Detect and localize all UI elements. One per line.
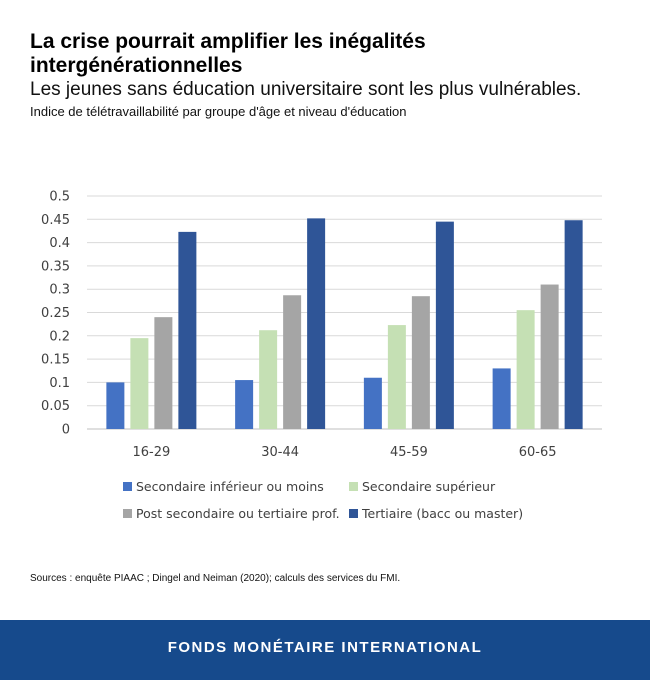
chart-title: La crise pourrait amplifier les inégalit… [30, 30, 426, 77]
x-tick-label: 60-65 [519, 445, 557, 460]
legend-swatch [123, 509, 132, 518]
y-tick-label: 0.2 [49, 329, 70, 344]
source-note: Sources : enquête PIAAC ; Dingel and Nei… [30, 573, 401, 584]
legend-label: Secondaire inférieur ou moins [136, 479, 324, 494]
bar [307, 218, 326, 429]
bar [435, 221, 454, 429]
legend-label: Secondaire supérieur [362, 479, 496, 494]
bar [106, 382, 125, 429]
y-tick-label: 0 [62, 423, 70, 438]
chart-caption: Indice de télétravaillabilité par groupe… [30, 104, 407, 119]
legend-swatch [123, 482, 132, 491]
bar [235, 380, 254, 429]
bar [130, 338, 149, 429]
y-tick-label: 0.45 [41, 213, 70, 228]
footer-bar: FONDS MONÉTAIRE INTERNATIONAL [0, 620, 650, 680]
legend-label: Post secondaire ou tertiaire prof. [136, 506, 340, 521]
y-tick-label: 0.5 [49, 190, 70, 205]
bar [411, 296, 430, 429]
bar [363, 377, 382, 429]
x-axis-ticks: 16-29 30-44 45-59 60-65 [132, 445, 556, 460]
bar [564, 220, 583, 429]
bar [154, 317, 173, 429]
x-tick-label: 30-44 [261, 445, 299, 460]
bars [106, 218, 583, 429]
bar-chart: 0 0.05 0.1 0.15 0.2 0.25 0.3 0.35 0.4 0.45 0.5 16-… [41, 190, 602, 521]
bar [283, 295, 302, 429]
y-tick-label: 0.25 [41, 306, 70, 321]
y-tick-label: 0.35 [41, 259, 70, 274]
y-axis-ticks: 0 0.05 0.1 0.15 0.2 0.25 0.3 0.35 0.4 0.45 0.5 [41, 190, 70, 438]
chart-subtitle: Les jeunes sans éducation universitaire … [30, 79, 582, 100]
legend-label: Tertiaire (bacc ou master) [361, 506, 523, 521]
y-tick-label: 0.1 [49, 376, 70, 391]
x-tick-label: 16-29 [132, 445, 170, 460]
bar [540, 284, 559, 429]
legend-swatch [349, 509, 358, 518]
y-tick-label: 0.05 [41, 399, 70, 414]
bar [516, 310, 535, 429]
bar [259, 330, 278, 429]
x-tick-label: 45-59 [390, 445, 428, 460]
legend-swatch [349, 482, 358, 491]
bar [492, 368, 511, 429]
gridlines [87, 195, 602, 430]
y-tick-label: 0.4 [49, 236, 70, 251]
bar [387, 325, 406, 429]
y-tick-label: 0.3 [49, 283, 70, 298]
footer-label: FONDS MONÉTAIRE INTERNATIONAL [167, 639, 483, 656]
legend: Secondaire inférieur ou moins Secondaire … [123, 479, 523, 521]
bar [178, 231, 197, 429]
y-tick-label: 0.15 [41, 353, 70, 368]
